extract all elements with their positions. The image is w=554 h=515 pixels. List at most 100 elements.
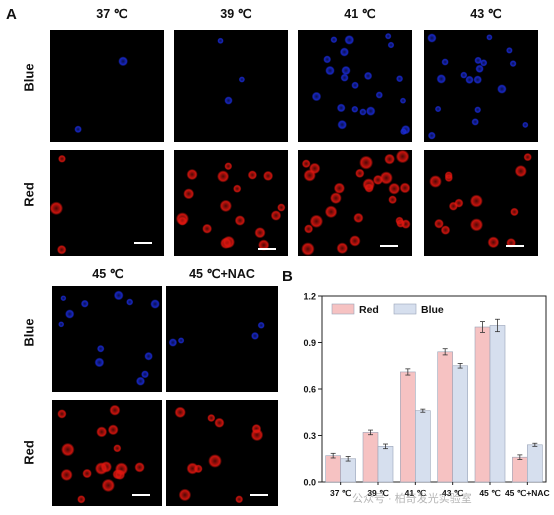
cell-red [251,423,262,434]
cell-red [469,194,483,208]
cell-red [254,227,266,239]
cell-blue [351,105,359,113]
cell-blue [400,128,407,136]
cell-blue [427,131,436,140]
cell-blue [340,73,349,82]
cell-red [50,201,64,216]
cell-red [247,170,258,180]
scale-bar [132,494,150,496]
cell-blue [96,344,105,353]
micrograph-red-37 [50,150,164,256]
cell-blue [509,60,517,68]
x-tick-label: 43 ℃ [442,488,464,498]
cell-blue [473,75,482,84]
cell-blue [339,47,349,57]
x-tick-label: 39 ℃ [367,488,389,498]
cell-blue [365,106,376,116]
bar-red [400,371,416,483]
scale-bar [506,245,524,247]
y-tick-label: 0.9 [303,338,316,348]
cell-red [429,175,442,188]
micrograph-red-39 [174,150,288,256]
x-tick-label: 45 ℃ [479,488,501,498]
panel-b-label: B [282,268,293,285]
cell-red [77,495,86,504]
temp-label-37: 37 ℃ [96,7,128,21]
cell-red [56,244,67,255]
cell-blue [375,91,383,99]
cell-red [263,170,274,181]
cell-red [379,171,393,185]
cell-blue [384,32,392,40]
cell-blue [460,71,468,79]
cell-red [388,195,397,205]
temp-label-41: 41 ℃ [344,7,376,21]
cell-red [333,182,345,194]
cell-red [234,215,246,226]
cell-red [134,462,145,473]
cell-blue [475,64,484,73]
cell-blue [351,81,359,90]
cell-red [523,152,532,162]
cell-blue [506,47,513,54]
cell-blue [471,118,479,126]
cell-blue [60,295,67,302]
cell-blue [238,76,246,83]
micrograph-blue-39 [174,30,288,142]
cell-red [444,173,453,183]
cell-blue [168,338,178,347]
cell-red [270,210,282,221]
cell-blue [118,56,128,67]
cell-blue [465,75,474,84]
bar-red [437,351,453,483]
cell-blue [336,103,346,113]
cell-red [109,404,121,416]
cell-blue [58,321,65,328]
y-tick-label: 0.3 [303,431,316,441]
cell-red [174,406,186,418]
watermark: 公众号 · 柏奇发光实验室 [352,493,472,505]
cell-blue [359,108,367,116]
row-label-blue-top: Blue [21,63,37,92]
cell-red [208,454,222,468]
cell-blue [474,56,482,65]
x-tick-label: 37 ℃ [330,488,352,498]
cell-red [399,182,411,194]
cell-blue [363,71,373,81]
cell-red [359,155,374,170]
cell-blue [144,351,153,361]
cell-red [183,188,195,200]
temp-label-45-nac: 45 ℃+NAC [189,267,255,281]
panel-a-label: A [6,6,17,23]
x-tick-label: 45 ℃+NAC [505,488,550,498]
micrograph-red-45 [52,400,162,506]
cell-blue [325,65,335,76]
cell-blue [396,75,404,83]
bar-blue [527,444,543,483]
cell-red [186,168,198,181]
cell-red [355,168,365,178]
temp-label-43: 43 ℃ [470,7,502,21]
cell-blue [74,125,82,134]
cell-red [309,162,321,175]
y-tick-label: 1.2 [303,292,316,302]
cell-red [178,488,192,502]
cell-blue [323,55,332,64]
cell-red [301,242,315,256]
scale-bar [258,248,276,250]
cell-red [207,413,216,423]
cell-blue [341,65,351,76]
cell-blue [135,376,146,386]
cell-red [324,205,338,219]
cell-blue [80,299,89,308]
cell-red [114,469,126,480]
cell-red [388,182,401,195]
row-label-red-bottom: Red [21,440,37,465]
cell-red [101,478,115,493]
cell-red [395,150,410,164]
plot-frame [321,295,547,483]
bar-blue [340,458,356,483]
micrograph-red-43 [424,150,538,256]
micrograph-blue-45-nac [166,286,278,392]
legend-label-blue: Blue [421,304,444,316]
